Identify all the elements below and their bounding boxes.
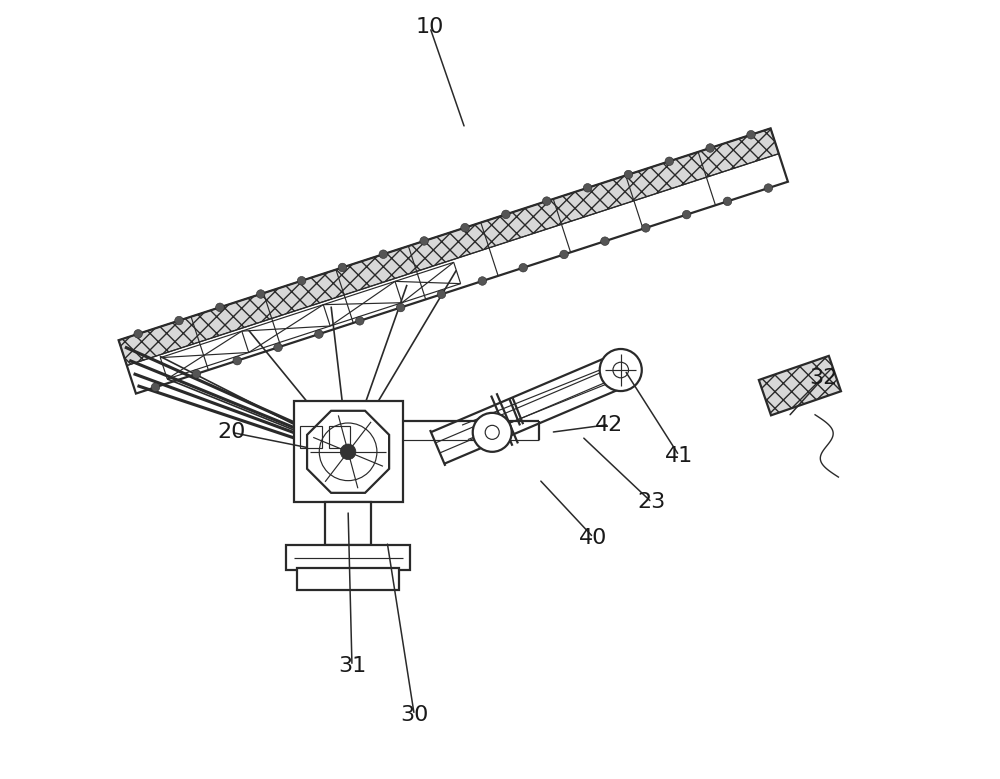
- Text: 41: 41: [665, 446, 693, 466]
- Polygon shape: [759, 356, 841, 415]
- Circle shape: [682, 210, 691, 219]
- Circle shape: [747, 130, 755, 139]
- Circle shape: [396, 303, 405, 312]
- Circle shape: [583, 184, 592, 192]
- Circle shape: [706, 143, 714, 152]
- Bar: [286, 545, 410, 570]
- Circle shape: [151, 383, 160, 392]
- Bar: [325, 502, 371, 545]
- Circle shape: [624, 171, 633, 179]
- Bar: [297, 568, 399, 590]
- Circle shape: [274, 343, 282, 351]
- Text: 10: 10: [416, 17, 444, 37]
- Circle shape: [519, 263, 527, 272]
- Circle shape: [355, 316, 364, 325]
- Circle shape: [134, 330, 142, 338]
- Circle shape: [315, 330, 323, 338]
- Circle shape: [420, 237, 428, 245]
- Text: 42: 42: [595, 414, 623, 435]
- Circle shape: [641, 224, 650, 232]
- Circle shape: [216, 303, 224, 312]
- Bar: [294, 401, 403, 502]
- Circle shape: [473, 413, 512, 452]
- Circle shape: [256, 290, 265, 298]
- Circle shape: [175, 316, 183, 325]
- Text: 20: 20: [217, 422, 245, 442]
- Circle shape: [340, 444, 356, 460]
- Text: 32: 32: [809, 368, 837, 388]
- Polygon shape: [307, 411, 389, 493]
- Circle shape: [338, 263, 347, 272]
- Circle shape: [665, 157, 674, 166]
- Circle shape: [461, 224, 469, 232]
- Text: 30: 30: [400, 705, 428, 725]
- Text: 40: 40: [579, 527, 608, 548]
- Circle shape: [560, 250, 568, 259]
- Circle shape: [192, 370, 201, 379]
- Circle shape: [297, 277, 306, 285]
- Circle shape: [723, 197, 732, 206]
- Circle shape: [542, 197, 551, 206]
- Circle shape: [600, 349, 642, 391]
- Circle shape: [502, 210, 510, 219]
- Polygon shape: [119, 129, 779, 365]
- Circle shape: [601, 237, 609, 245]
- Text: 23: 23: [638, 492, 666, 513]
- Circle shape: [437, 290, 446, 298]
- Circle shape: [764, 184, 773, 192]
- Bar: [300, 426, 322, 448]
- Text: 31: 31: [338, 656, 366, 676]
- Circle shape: [379, 250, 388, 259]
- Circle shape: [233, 356, 241, 365]
- Bar: [329, 426, 350, 448]
- Circle shape: [478, 277, 487, 285]
